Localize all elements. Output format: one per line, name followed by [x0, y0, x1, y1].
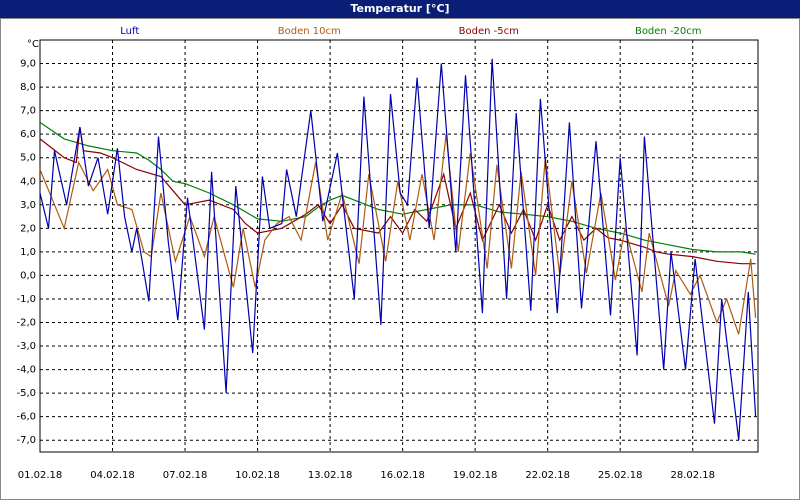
- y-tick-label: 7,0: [20, 106, 36, 117]
- line-series: [39, 58, 757, 441]
- y-tick-label: 2,0: [20, 223, 36, 234]
- y-tick-label: -4,0: [16, 365, 36, 376]
- plot-area: [39, 39, 759, 453]
- y-tick-label: 1,0: [20, 247, 36, 258]
- x-tick-label: 13.02.18: [308, 470, 353, 481]
- y-tick-label: -1,0: [16, 294, 36, 305]
- y-tick-label: -7,0: [16, 435, 36, 446]
- chart-title: Temperatur [°C]: [350, 2, 449, 15]
- legend-entry: Luft: [120, 26, 139, 37]
- title-bar: [0, 0, 800, 18]
- y-tick-label: 5,0: [20, 153, 36, 164]
- y-tick-label: 8,0: [20, 82, 36, 93]
- x-tick-label: 19.02.18: [453, 470, 498, 481]
- legend-entry: Boden -5cm: [459, 26, 519, 37]
- x-tick-label: 07.02.18: [163, 470, 208, 481]
- y-axis-label: °C: [27, 39, 39, 50]
- x-tick-label: 25.02.18: [598, 470, 643, 481]
- x-tick-label: 01.02.18: [18, 470, 63, 481]
- line-series: [39, 127, 756, 265]
- x-tick-label: 10.02.18: [235, 470, 280, 481]
- y-tick-label: -6,0: [16, 412, 36, 423]
- x-tick-label: 28.02.18: [670, 470, 715, 481]
- x-tick-label: 16.02.18: [380, 470, 425, 481]
- x-tick-label: 22.02.18: [525, 470, 570, 481]
- legend-entry: Boden -20cm: [635, 26, 702, 37]
- y-tick-label: 4,0: [20, 176, 36, 187]
- y-tick-label: -2,0: [16, 318, 36, 329]
- x-tick-label: 04.02.18: [90, 470, 135, 481]
- y-tick-label: 0,0: [20, 270, 36, 281]
- y-tick-label: -5,0: [16, 388, 36, 399]
- y-tick-label: 6,0: [20, 129, 36, 140]
- y-tick-label: -3,0: [16, 341, 36, 352]
- legend-entry: Boden 10cm: [278, 26, 341, 37]
- y-tick-label: 3,0: [20, 200, 36, 211]
- y-tick-label: 9,0: [20, 59, 36, 70]
